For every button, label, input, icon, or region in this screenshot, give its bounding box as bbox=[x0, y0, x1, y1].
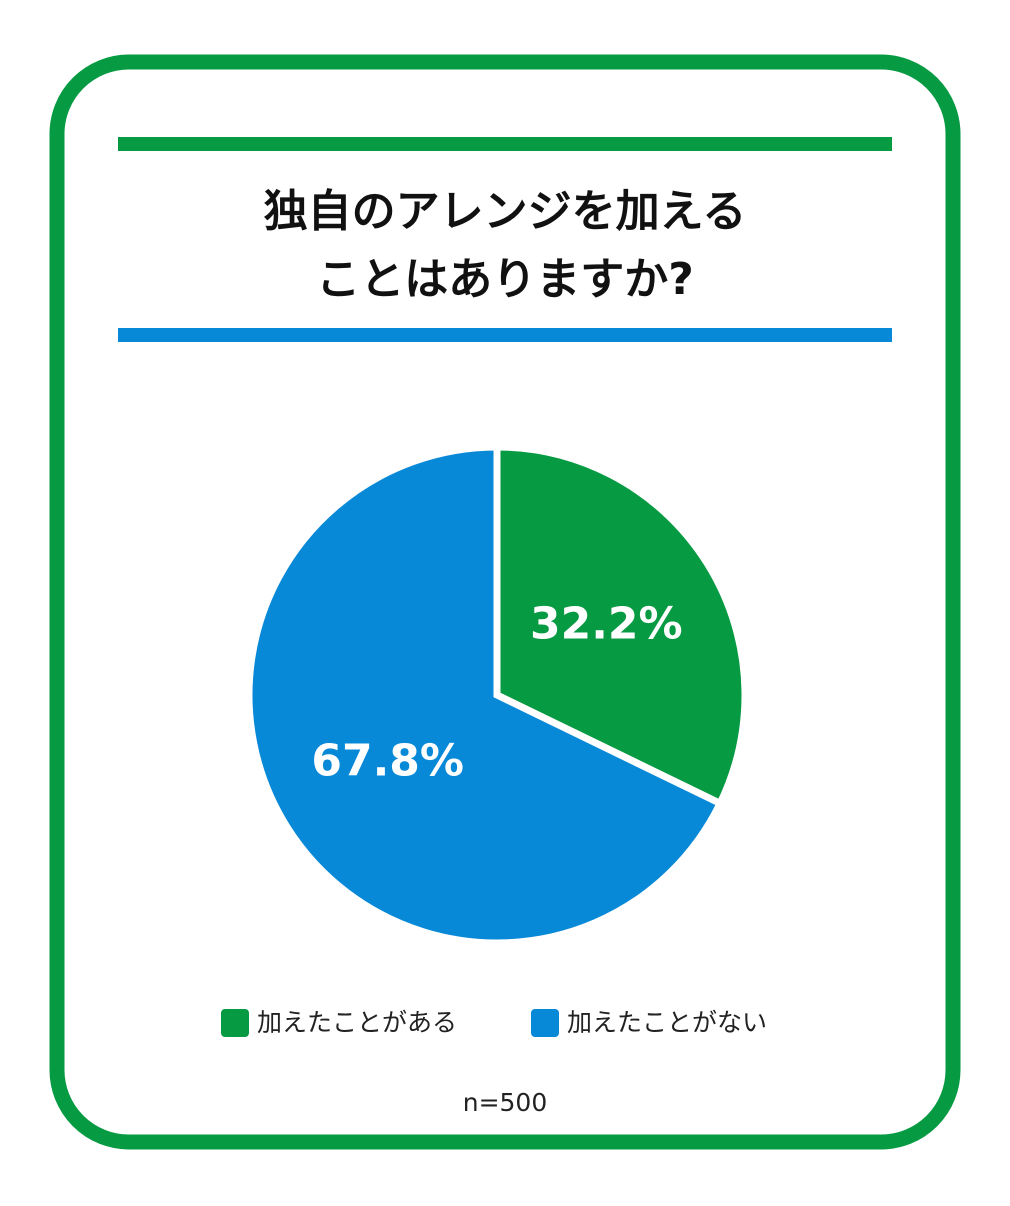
chart-title: 独自のアレンジを加える ことはありますか? bbox=[263, 186, 747, 305]
value-label: 67.8% bbox=[311, 735, 464, 786]
frame bbox=[49, 54, 961, 1150]
sample-note: n=500 bbox=[463, 1088, 548, 1117]
bottom-rule bbox=[118, 328, 892, 342]
top-rule bbox=[118, 137, 892, 151]
legend-label: 加えたことがある bbox=[257, 1008, 457, 1037]
legend-swatch bbox=[531, 1009, 559, 1037]
pie-slice bbox=[245, 443, 725, 947]
value-label: 32.2% bbox=[530, 599, 683, 650]
pie-slice bbox=[493, 443, 749, 809]
legend-swatch bbox=[221, 1009, 249, 1037]
legend-label: 加えたことがない bbox=[567, 1008, 767, 1037]
